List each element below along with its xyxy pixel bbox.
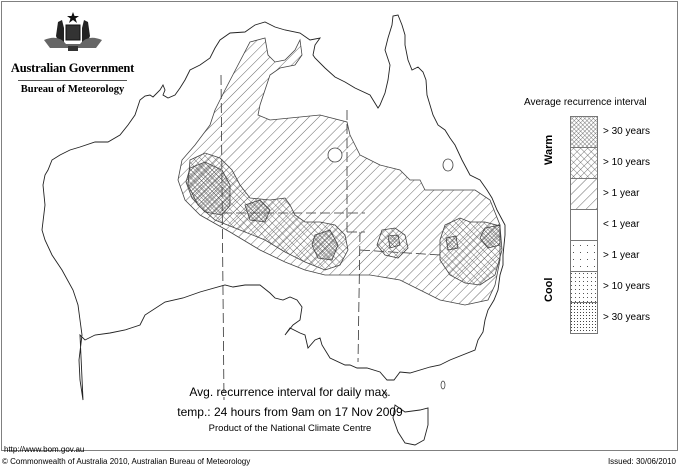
region-warm-30yr-f: [479, 224, 501, 249]
bom-logo: Australian Government Bureau of Meteorol…: [10, 10, 135, 95]
legend-label: > 1 year: [603, 188, 640, 199]
swatch-cool-1yr: [570, 240, 598, 272]
caption-line-1: Avg. recurrence interval for daily max.: [189, 385, 391, 399]
agency-title: Bureau of Meteorology: [20, 84, 125, 95]
copyright-text: © Commonwealth of Australia 2010, Austra…: [2, 457, 251, 466]
legend-swatch-column: [570, 116, 598, 334]
region-warm-30yr-d: [387, 234, 401, 249]
region-warm-30yr-b: [244, 199, 271, 223]
legend-warm-label: Warm: [543, 134, 555, 165]
region-warm-30yr-west: [185, 161, 231, 216]
swatch-lt-1yr: [570, 209, 598, 241]
region-warm-30yr-c: [311, 229, 339, 261]
region-warm-30yr-e: [445, 235, 459, 251]
legend-cool-label: Cool: [543, 277, 555, 302]
website-link[interactable]: http://www.bom.gov.au: [4, 445, 85, 454]
swatch-warm-1yr: [570, 178, 598, 210]
coat-of-arms-icon: [43, 12, 102, 51]
legend-labels: > 30 years > 10 years > 1 year < 1 year …: [603, 116, 650, 333]
caption-line-3: Product of the National Climate Centre: [208, 423, 372, 434]
swatch-warm-10yr: [570, 147, 598, 179]
swatch-warm-30yr: [570, 116, 598, 148]
legend-label: > 10 years: [603, 157, 650, 168]
tasmania: [392, 404, 429, 446]
coastline: [41, 14, 506, 401]
legend-label: > 30 years: [603, 126, 650, 137]
caption-line-2: temp.: 24 hours from 9am on 17 Nov 2009: [177, 405, 403, 419]
swatch-cool-10yr: [570, 271, 598, 303]
government-title: Australian Government: [10, 61, 135, 75]
issued-date: Issued: 30/06/2010: [607, 457, 676, 466]
logo-divider: [18, 80, 127, 81]
legend-label: > 30 years: [603, 312, 650, 323]
region-warm-1yr: [177, 37, 501, 306]
swatch-cool-30yr: [570, 302, 598, 334]
legend-label: > 10 years: [603, 281, 650, 292]
legend-label: < 1 year: [603, 219, 640, 230]
legend-title: Average recurrence interval: [524, 97, 647, 108]
legend-swatches: [570, 116, 598, 339]
legend-label: > 1 year: [603, 250, 640, 261]
